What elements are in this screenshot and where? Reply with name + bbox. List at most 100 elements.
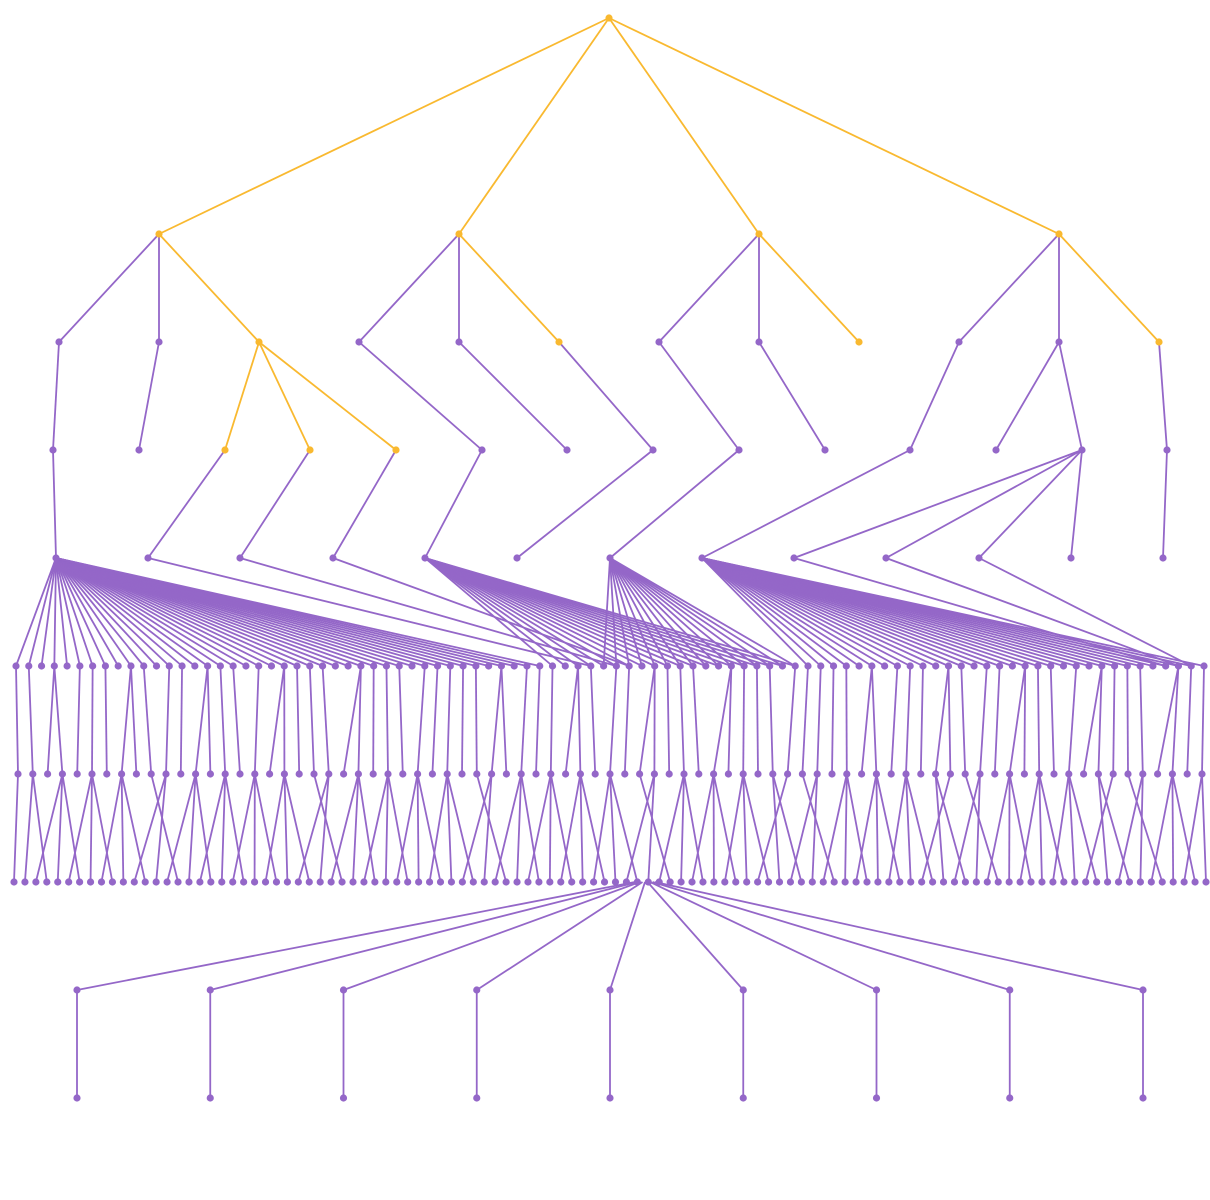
tree-edge [528,774,551,882]
tree-node [221,446,228,453]
tree-node [1110,770,1117,777]
tree-node [1049,878,1056,885]
tree-node [1154,770,1161,777]
tree-node [133,770,140,777]
tree-edge [16,666,18,774]
tree-node [153,878,160,885]
leaf-node [421,662,428,669]
tree-edge [759,342,825,450]
tree-node [649,446,656,453]
tree-node [976,770,983,777]
tree-node [1006,878,1013,885]
tree-node [735,446,742,453]
tree-edge [1202,666,1204,774]
tree-node [667,878,674,885]
tree-edge [802,774,834,882]
tree-edge [847,774,867,882]
leaf-node [549,662,556,669]
tree-node [1191,878,1198,885]
tree-node [557,878,564,885]
tree-node [255,338,262,345]
tree-node [843,770,850,777]
tree-node [164,878,171,885]
leaf-node [613,662,620,669]
tree-node [371,878,378,885]
tree-edge [333,450,396,558]
highlighted-edge [259,342,310,450]
leaf-node [511,662,518,669]
leaf-node [472,662,479,669]
tree-node [740,986,747,993]
tree-node [481,878,488,885]
tree-node [562,770,569,777]
leaf-node [459,662,466,669]
tree-node [1082,878,1089,885]
tree-node [621,770,628,777]
tree-edge [910,342,959,450]
tree-node [940,878,947,885]
tree-node [251,878,258,885]
leaf-node [293,662,300,669]
leaf-node [881,662,888,669]
tree-edge [996,342,1059,450]
tree-node [52,554,59,561]
tree-edge [1187,666,1191,774]
leaf-node [1175,662,1182,669]
tree-edge [794,450,1082,558]
tree-edge [862,666,872,774]
leaf-node [945,662,952,669]
tree-node [1139,770,1146,777]
tree-node [162,770,169,777]
leaf-node [792,662,799,669]
tree-node [563,446,570,453]
tree-node [995,878,1002,885]
tree-edge [122,774,124,882]
tree-edge [131,666,136,774]
tree-node [1137,878,1144,885]
tree-node [103,770,110,777]
tree-edge [297,666,299,774]
leaf-node [447,662,454,669]
tree-edge [693,666,699,774]
tree-node [444,770,451,777]
tree-node [1124,770,1131,777]
tree-node [984,878,991,885]
leaf-node [1188,662,1195,669]
tree-node [392,446,399,453]
tree-node [207,986,214,993]
tree-edge [430,774,448,882]
tree-node [1184,770,1191,777]
leaf-node [830,662,837,669]
tree-edge [1172,774,1173,882]
tree-edge [462,666,463,774]
tree-node [135,446,142,453]
leaf-node [996,662,1003,669]
tree-edge [1024,666,1025,774]
tree-node [784,770,791,777]
tree-edge [122,774,146,882]
tree-edge [270,666,285,774]
tree-node [349,878,356,885]
tree-edge [1159,342,1167,450]
tree-node [240,878,247,885]
tree-edge [344,882,641,990]
tree-node [973,878,980,885]
tree-node [340,986,347,993]
tree-edge [640,666,655,774]
tree-edge [359,342,482,450]
tree-node [340,770,347,777]
tree-node [1155,338,1162,345]
leaf-node [383,662,390,669]
tree-node [32,878,39,885]
leaf-node [306,662,313,669]
tree-edge [536,666,540,774]
tree-edge [92,774,112,882]
tree-edge [92,666,93,774]
tree-node [828,770,835,777]
tree-node [809,878,816,885]
tree-node [755,338,762,345]
leaf-node [606,1094,613,1101]
tree-node [415,878,422,885]
fanout-edge [29,558,56,666]
